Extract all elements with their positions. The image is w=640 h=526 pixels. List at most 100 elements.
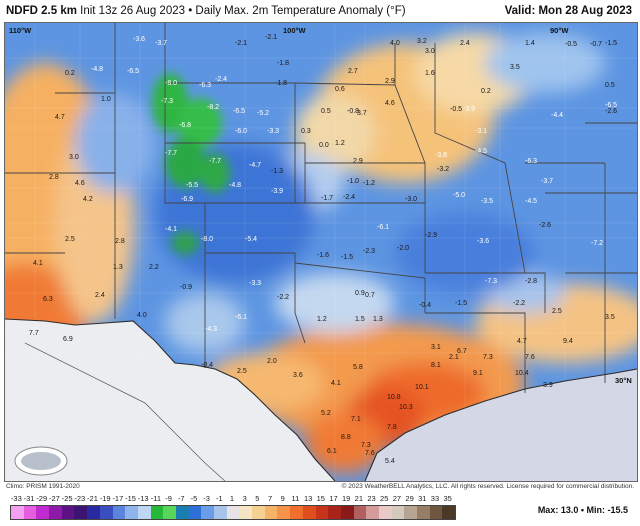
- legend-swatch: [188, 506, 202, 519]
- anomaly-value: -1.5: [605, 40, 617, 47]
- anomaly-value: -7.3: [485, 278, 497, 285]
- anomaly-value: 3.1: [431, 344, 441, 351]
- legend-tick-label: -17: [112, 494, 124, 503]
- anomaly-value: 1.4: [525, 40, 535, 47]
- anomaly-value: 3.0: [425, 48, 435, 55]
- anomaly-value: -2.4: [343, 194, 355, 201]
- anomaly-value: 0.5: [605, 82, 615, 89]
- anomaly-value: 1.0: [101, 96, 111, 103]
- anomaly-value: 2.1: [449, 354, 459, 361]
- anomaly-value: 6.9: [63, 336, 73, 343]
- anomaly-value: -1.7: [321, 195, 333, 202]
- anomaly-value: 1.2: [317, 316, 327, 323]
- anomaly-value: 1.3: [373, 316, 383, 323]
- coord-label-90w: 90°W: [550, 26, 569, 35]
- anomaly-value: -1.0: [347, 178, 359, 185]
- anomaly-value: -3.6: [133, 36, 145, 43]
- map-canvas: 110°W 100°W 90°W 30°N -3.6 -3.7 -2.1 -2.1 4.…: [5, 23, 637, 481]
- anomaly-value: -5.2: [257, 110, 269, 117]
- anomaly-value: 4.0: [137, 312, 147, 319]
- anomaly-value: 6.1: [327, 448, 337, 455]
- map-footer: Climo: PRISM 1991-2020 © 2023 WeatherBEL…: [4, 481, 636, 492]
- anomaly-value: -4.8: [91, 66, 103, 73]
- anomaly-value: 2.4: [460, 40, 470, 47]
- legend-swatch: [340, 506, 354, 519]
- anomaly-value: 0.5: [321, 108, 331, 115]
- anomaly-value: 4.2: [83, 196, 93, 203]
- anomaly-value: 10.8: [387, 394, 401, 401]
- anomaly-value: 4.6: [75, 180, 85, 187]
- anomaly-value: -2.6: [539, 222, 551, 229]
- anomaly-value: -2.2: [513, 300, 525, 307]
- anomaly-value: 2.9: [385, 78, 395, 85]
- legend-swatch: [391, 506, 405, 519]
- legend-swatch: [252, 506, 265, 519]
- anomaly-value: 4.6: [385, 100, 395, 107]
- legend-tick-label: 1: [229, 494, 235, 503]
- anomaly-value: -7.7: [209, 158, 221, 165]
- coord-label-30n: 30°N: [615, 376, 632, 385]
- anomaly-value: 0.2: [65, 70, 75, 77]
- temperature-anomaly-map[interactable]: 110°W 100°W 90°W 30°N -3.6 -3.7 -2.1 -2.1 4.…: [4, 22, 638, 482]
- anomaly-value: -7.7: [165, 150, 177, 157]
- legend-tick-label: -7: [177, 494, 185, 503]
- anomaly-value: 10.1: [415, 384, 429, 391]
- legend-tick-label: -9: [165, 494, 172, 503]
- anomaly-value: -2.4: [215, 76, 227, 83]
- anomaly-value: -8.0: [165, 80, 177, 87]
- valid-time: Valid: Mon 28 Aug 2023: [504, 5, 632, 17]
- legend-swatch: [74, 506, 88, 519]
- anomaly-value: -3.3: [267, 128, 279, 135]
- legend-swatch: [302, 506, 316, 519]
- anomaly-value: 2.5: [65, 236, 75, 243]
- anomaly-value: -0.5: [450, 106, 462, 113]
- legend-swatch: [378, 506, 392, 519]
- coord-label-110w: 110°W: [9, 26, 32, 35]
- anomaly-value: -1.3: [271, 168, 283, 175]
- legend-tick-label: -29: [36, 494, 48, 503]
- anomaly-value: 2.0: [267, 358, 277, 365]
- anomaly-value: -1.8: [277, 60, 289, 67]
- legend-swatch: [36, 506, 50, 519]
- anomaly-value: 7.7: [29, 330, 39, 337]
- anomaly-value: -3.9: [463, 106, 475, 113]
- anomaly-value: -5.0: [453, 192, 465, 199]
- anomaly-value: 10.4: [515, 370, 529, 377]
- weatherbell-logo: [14, 446, 68, 476]
- anomaly-value: -0.4: [201, 362, 213, 369]
- legend-tick-label: -21: [87, 494, 98, 503]
- coord-label-100w: 100°W: [283, 26, 307, 35]
- anomaly-value: 4.7: [55, 114, 65, 121]
- anomaly-value: 7.3: [483, 354, 493, 361]
- anomaly-value: -3.9: [271, 188, 283, 195]
- anomaly-value: -7.3: [161, 98, 173, 105]
- anomaly-value: -2.6: [605, 108, 617, 115]
- legend-tick-label: 21: [354, 494, 364, 503]
- legend-swatch: [404, 506, 417, 519]
- legend-swatch: [226, 506, 240, 519]
- anomaly-value: 8.8: [341, 434, 351, 441]
- legend-tick-label: -25: [61, 494, 73, 503]
- legend-swatch: [239, 506, 253, 519]
- legend-tick-label: 17: [329, 494, 338, 503]
- climo-note: Climo: PRISM 1991-2020: [6, 483, 80, 490]
- anomaly-value: -6.3: [525, 158, 537, 165]
- legend-swatch: [264, 506, 278, 519]
- legend-swatch: [214, 506, 227, 519]
- anomaly-value: -3.6: [477, 238, 489, 245]
- anomaly-value: 0.3: [301, 128, 311, 135]
- anomaly-value: 0.2: [481, 88, 491, 95]
- anomaly-value: 5.4: [385, 458, 395, 465]
- legend-tick-label: -33: [10, 494, 22, 503]
- legend-tick-label: -5: [190, 494, 198, 503]
- anomaly-value: 7.6: [365, 450, 375, 457]
- legend-ticks: -33 -31 -29 -27 -25 -23 -21 -19 -17 -15 -13 -11 -9 -7…: [10, 494, 460, 504]
- anomaly-value: 2.4: [95, 292, 105, 299]
- anomaly-value: 9.1: [473, 370, 483, 377]
- max-min-readout: Max: 13.0 • Min: -15.5: [537, 505, 628, 515]
- legend-tick-label: -19: [99, 494, 111, 503]
- anomaly-value: -7.2: [591, 240, 603, 247]
- legend-swatch: [11, 506, 24, 519]
- product-name: NDFD 2.5 km: [6, 5, 77, 17]
- anomaly-value: -2.1: [235, 40, 247, 47]
